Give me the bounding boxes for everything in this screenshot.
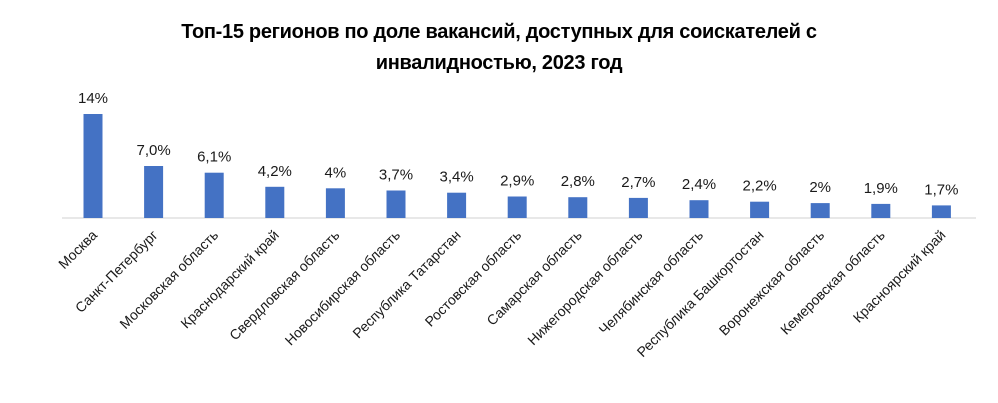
data-label-4: 4,2%: [258, 163, 292, 180]
category-label-1: Москва: [55, 227, 100, 272]
bar-14: [871, 203, 891, 218]
bar-7: [447, 192, 467, 218]
category-label-14: Кемеровская область: [777, 227, 888, 338]
bar-2: [144, 166, 164, 218]
bar-6: [386, 190, 406, 218]
bar-4: [265, 186, 285, 218]
data-label-6: 3,7%: [379, 167, 413, 184]
data-label-10: 2,7%: [621, 174, 655, 191]
category-label-7: Республика Татарстан: [349, 227, 463, 341]
bar-12: [750, 201, 770, 218]
bar-5: [325, 188, 345, 218]
bar-10: [628, 197, 648, 218]
data-label-2: 7,0%: [136, 142, 170, 159]
category-label-5: Свердловская область: [226, 227, 342, 343]
data-label-11: 2,4%: [682, 176, 716, 193]
category-label-3: Московская область: [116, 227, 221, 332]
category-label-13: Воронежская область: [716, 227, 828, 339]
bar-1: [83, 114, 103, 218]
bar-13: [810, 203, 830, 218]
bars-group: [83, 114, 951, 218]
bar-3: [204, 172, 224, 218]
bar-8: [507, 196, 527, 218]
data-label-13: 2%: [809, 179, 831, 196]
category-label-10: Нижегородская область: [524, 227, 645, 348]
data-label-8: 2,9%: [500, 173, 534, 190]
chart-title-line-1: Топ-15 регионов по доле вакансий, доступ…: [181, 21, 817, 43]
data-label-3: 6,1%: [197, 149, 231, 166]
category-label-11: Челябинская область: [595, 227, 706, 338]
bar-11: [689, 200, 709, 218]
data-label-15: 1,7%: [924, 181, 958, 198]
chart-title-line-2: инвалидностью, 2023 год: [376, 52, 623, 74]
category-label-6: Новосибирская область: [282, 227, 404, 349]
data-label-1: 14%: [78, 90, 108, 107]
data-label-14: 1,9%: [864, 180, 898, 197]
data-label-12: 2,2%: [742, 178, 776, 195]
bar-15: [931, 205, 951, 218]
bar-9: [568, 197, 588, 218]
data-labels-group: 14% 7,0% 6,1% 4,2% 4% 3,7% 3,4% 2,9% 2,8% 2,7% 2,4…: [78, 90, 959, 198]
data-label-9: 2,8%: [561, 173, 595, 190]
category-label-12: Республика Башкортостан: [634, 227, 767, 360]
data-label-5: 4%: [325, 164, 347, 181]
data-label-7: 3,4%: [439, 169, 473, 186]
